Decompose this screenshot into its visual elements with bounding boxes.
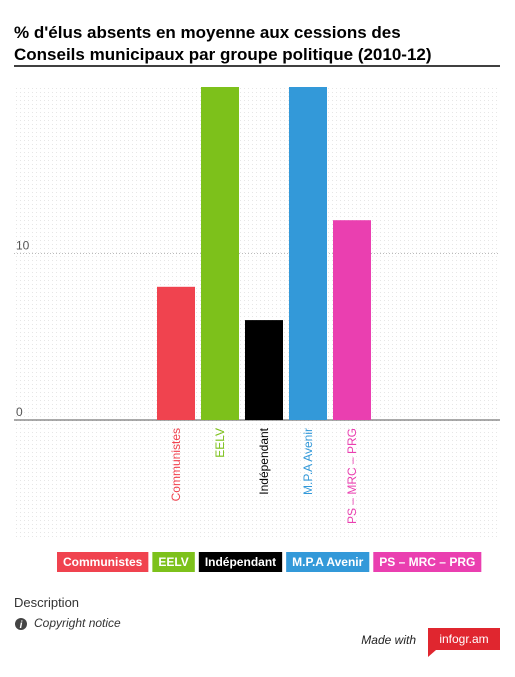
brand: infogr.am xyxy=(439,632,488,646)
legend-label: M.P.A Avenir xyxy=(292,555,363,569)
legend-swatch xyxy=(57,552,149,572)
legend-label: PS – MRC – PRG xyxy=(379,555,475,569)
copyright: Copyright notice xyxy=(34,616,121,630)
legend-swatch xyxy=(198,552,283,572)
bar xyxy=(245,320,283,420)
made-with: Made with xyxy=(361,633,416,647)
legend-label: Communistes xyxy=(63,555,143,569)
chart-title: Conseils municipaux par groupe politique… xyxy=(14,45,432,64)
x-tick-label: Communistes xyxy=(169,428,183,501)
brand-badge-tail xyxy=(428,650,436,657)
info-icon xyxy=(15,618,27,630)
y-tick-label: 0 xyxy=(16,405,23,419)
bar xyxy=(157,286,195,420)
x-tick-label: EELV xyxy=(213,428,227,458)
description: Description xyxy=(14,595,79,610)
legend-swatch xyxy=(373,552,482,572)
x-tick-label: Indépendant xyxy=(257,427,271,494)
plot-background xyxy=(14,87,500,537)
x-tick-label: PS – MRC – PRG xyxy=(345,428,359,524)
legend-label: EELV xyxy=(158,555,188,569)
x-tick-label: M.P.A Avenir xyxy=(301,428,315,495)
brand-badge xyxy=(428,628,500,650)
bar xyxy=(333,220,371,420)
bar xyxy=(289,87,327,420)
y-tick-label: 10 xyxy=(16,239,30,253)
chart-title: % d'élus absents en moyenne aux cessions… xyxy=(14,23,401,42)
legend-swatch xyxy=(286,552,370,572)
legend-label: Indépendant xyxy=(205,555,276,569)
info-icon-glyph: i xyxy=(20,620,23,631)
legend-swatch xyxy=(152,552,195,572)
bar xyxy=(201,87,239,420)
